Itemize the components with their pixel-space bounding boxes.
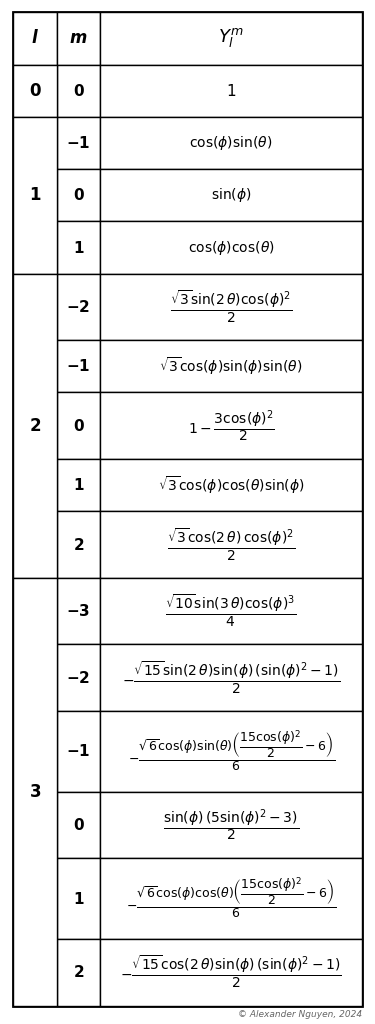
Bar [100,392,362,459]
Text: $1 - \dfrac{3\cos(\phi)^2}{2}$: $1 - \dfrac{3\cos(\phi)^2}{2}$ [188,408,274,443]
Text: $\boldsymbol{m}$: $\boldsymbol{m}$ [69,30,88,47]
Text: $\sqrt{3}\cos(\phi)\cos(\theta)\sin(\phi)$: $\sqrt{3}\cos(\phi)\cos(\theta)\sin(\phi… [158,474,304,496]
Bar [57,711,100,792]
Bar [100,65,362,117]
Bar [13,578,57,1006]
Bar [100,273,362,340]
Bar [57,221,100,273]
Bar [100,169,362,221]
Bar [100,221,362,273]
Bar [100,644,362,711]
Text: $-\dfrac{\sqrt{6}\cos(\phi)\cos(\theta)\left(\dfrac{15\cos(\phi)^2}{2}-6\right)}: $-\dfrac{\sqrt{6}\cos(\phi)\cos(\theta)\… [126,876,336,922]
Bar [100,792,362,858]
Text: $\cos(\phi)\cos(\theta)$: $\cos(\phi)\cos(\theta)$ [188,239,274,257]
Bar [57,340,100,392]
Text: $\mathbf{1}$: $\mathbf{1}$ [73,891,84,906]
Text: $\mathbf{-1}$: $\mathbf{-1}$ [66,135,91,151]
Text: $-\dfrac{\sqrt{15}\cos(2\,\theta)\sin(\phi)\,(\sin(\phi)^2-1)}{2}$: $-\dfrac{\sqrt{15}\cos(2\,\theta)\sin(\p… [120,954,342,990]
Text: $\mathbf{0}$: $\mathbf{0}$ [73,83,84,98]
Bar [13,65,57,117]
Bar [100,459,362,511]
Bar [57,644,100,711]
Bar [100,12,362,65]
Text: $\mathbf{1}$: $\mathbf{1}$ [29,186,41,204]
Text: $\mathbf{1}$: $\mathbf{1}$ [73,240,84,256]
Bar [57,459,100,511]
Text: $\mathbf{0}$: $\mathbf{0}$ [73,187,84,203]
Bar [100,117,362,169]
Text: $\dfrac{\sqrt{3}\sin(2\,\theta)\cos(\phi)^2}{2}$: $\dfrac{\sqrt{3}\sin(2\,\theta)\cos(\phi… [170,289,292,325]
Text: $\mathbf{0}$: $\mathbf{0}$ [73,817,84,833]
Bar [100,511,362,578]
Bar [13,12,57,65]
Bar [100,939,362,1006]
Text: $\cos(\phi)\sin(\theta)$: $\cos(\phi)\sin(\theta)$ [189,134,273,152]
Text: $\mathbf{-3}$: $\mathbf{-3}$ [66,603,91,620]
Bar [57,511,100,578]
Text: $\mathbf{2}$: $\mathbf{2}$ [73,537,84,553]
Bar [57,65,100,117]
Bar [57,578,100,644]
Bar [57,12,100,65]
Bar [57,939,100,1006]
Bar [100,340,362,392]
Text: $-\dfrac{\sqrt{6}\cos(\phi)\sin(\theta)\left(\dfrac{15\cos(\phi)^2}{2}-6\right)}: $-\dfrac{\sqrt{6}\cos(\phi)\sin(\theta)\… [128,729,335,774]
Bar [57,792,100,858]
Text: $\dfrac{\sin(\phi)\,(5\sin(\phi)^2-3)}{2}$: $\dfrac{\sin(\phi)\,(5\sin(\phi)^2-3)}{2… [163,807,299,843]
Bar [57,273,100,340]
Text: $\mathbf{2}$: $\mathbf{2}$ [73,965,84,980]
Text: $\sin(\phi)$: $\sin(\phi)$ [211,186,251,204]
Bar [100,858,362,939]
Bar [13,117,57,273]
Text: © Alexander Nguyen, 2024: © Alexander Nguyen, 2024 [238,1010,362,1019]
Text: $\mathbf{0}$: $\mathbf{0}$ [73,418,84,434]
Text: $\dfrac{\sqrt{10}\sin(3\,\theta)\cos(\phi)^3}{4}$: $\dfrac{\sqrt{10}\sin(3\,\theta)\cos(\ph… [165,593,297,629]
Text: $\sqrt{3}\cos(\phi)\sin(\phi)\sin(\theta)$: $\sqrt{3}\cos(\phi)\sin(\phi)\sin(\theta… [159,355,303,377]
Text: $\mathbf{-1}$: $\mathbf{-1}$ [66,743,91,760]
Text: $\boldsymbol{Y_l^m}$: $\boldsymbol{Y_l^m}$ [218,27,244,50]
Text: $\mathbf{0}$: $\mathbf{0}$ [28,82,41,99]
Bar [100,578,362,644]
Text: $1$: $1$ [226,83,236,98]
Bar [57,858,100,939]
Bar [57,117,100,169]
Bar [100,711,362,792]
Bar [57,392,100,459]
Text: $\mathbf{3}$: $\mathbf{3}$ [29,782,41,801]
Text: $-\dfrac{\sqrt{15}\sin(2\,\theta)\sin(\phi)\,(\sin(\phi)^2-1)}{2}$: $-\dfrac{\sqrt{15}\sin(2\,\theta)\sin(\p… [122,659,340,695]
Text: $\dfrac{\sqrt{3}\cos(2\,\theta)\,\cos(\phi)^2}{2}$: $\dfrac{\sqrt{3}\cos(2\,\theta)\,\cos(\p… [167,526,295,562]
Text: $\mathbf{1}$: $\mathbf{1}$ [73,477,84,494]
Text: $\boldsymbol{l}$: $\boldsymbol{l}$ [31,30,39,47]
Text: $\mathbf{-2}$: $\mathbf{-2}$ [66,299,91,315]
Text: $\mathbf{-1}$: $\mathbf{-1}$ [66,358,91,375]
Bar [57,169,100,221]
Text: $\mathbf{-2}$: $\mathbf{-2}$ [66,670,91,686]
Text: $\mathbf{2}$: $\mathbf{2}$ [29,417,41,435]
Bar [13,273,57,578]
